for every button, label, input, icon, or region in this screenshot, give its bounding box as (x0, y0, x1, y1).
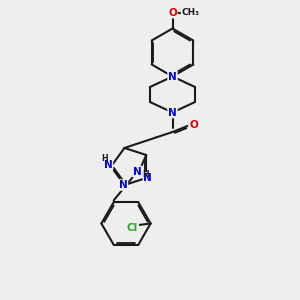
Text: N: N (118, 180, 127, 190)
Text: N: N (168, 107, 177, 118)
Text: O: O (168, 8, 177, 18)
Text: N: N (168, 71, 177, 82)
Text: N: N (103, 160, 112, 170)
Text: H: H (101, 154, 108, 163)
Text: O: O (189, 119, 198, 130)
Text: CH₃: CH₃ (182, 8, 200, 17)
Text: H: H (143, 170, 149, 179)
Text: N: N (143, 173, 152, 183)
Text: N: N (133, 167, 142, 176)
Text: Cl: Cl (127, 223, 138, 233)
